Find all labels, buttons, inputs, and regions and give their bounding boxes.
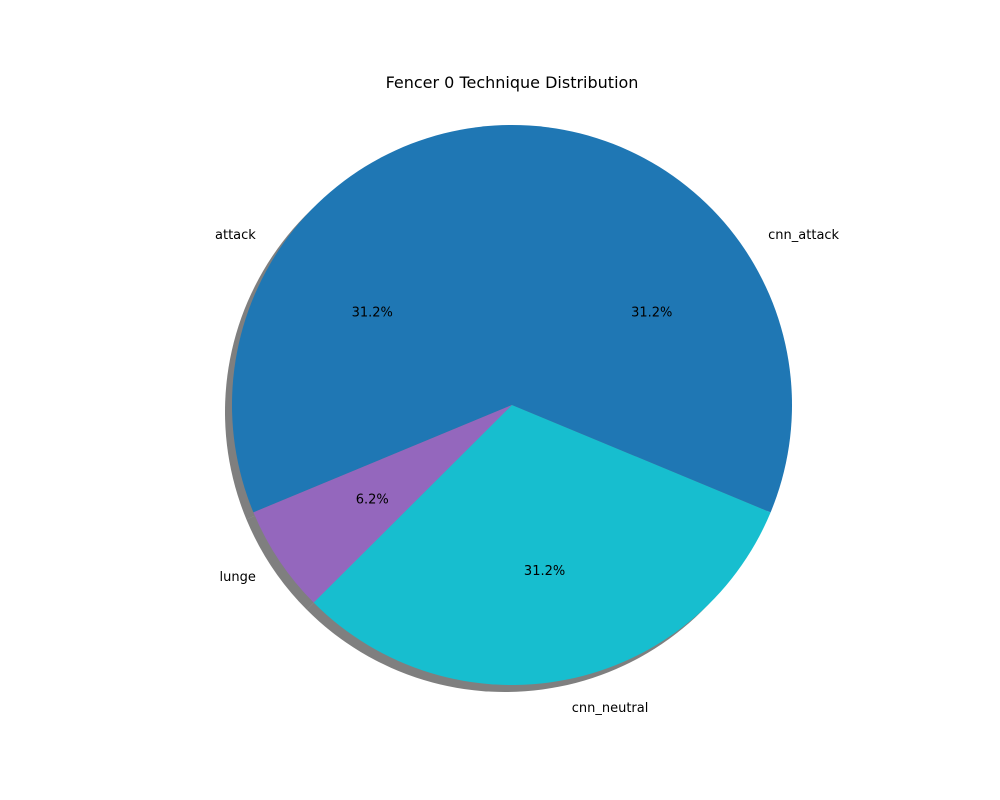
- pie-label-layer: attack 31.2% lunge 6.2% cnn_neutral 31.2% cnn_…: [215, 228, 840, 716]
- pie-slice-attack: [231, 125, 513, 513]
- slice-label-lunge: lunge: [219, 570, 255, 585]
- slice-pct-label-lunge: 6.2%: [356, 492, 389, 507]
- pie-slice-cnn-attack: [512, 125, 792, 513]
- slice-label-cnn-neutral: cnn_neutral: [572, 701, 649, 716]
- slice-pct-label-cnn-neutral: 31.2%: [524, 564, 565, 579]
- slice-pct-label-cnn-attack: 31.2%: [631, 306, 672, 321]
- pie-slice-cnn-neutral: [313, 405, 771, 685]
- slice-label-attack: attack: [215, 228, 256, 243]
- pie-slice-layer: [231, 125, 792, 685]
- slice-pct-label-attack: 31.2%: [352, 306, 393, 321]
- pie-slice-lunge: [253, 405, 512, 603]
- slice-label-cnn-attack: cnn_attack: [768, 228, 839, 243]
- chart-title: Fencer 0 Technique Distribution: [386, 73, 639, 92]
